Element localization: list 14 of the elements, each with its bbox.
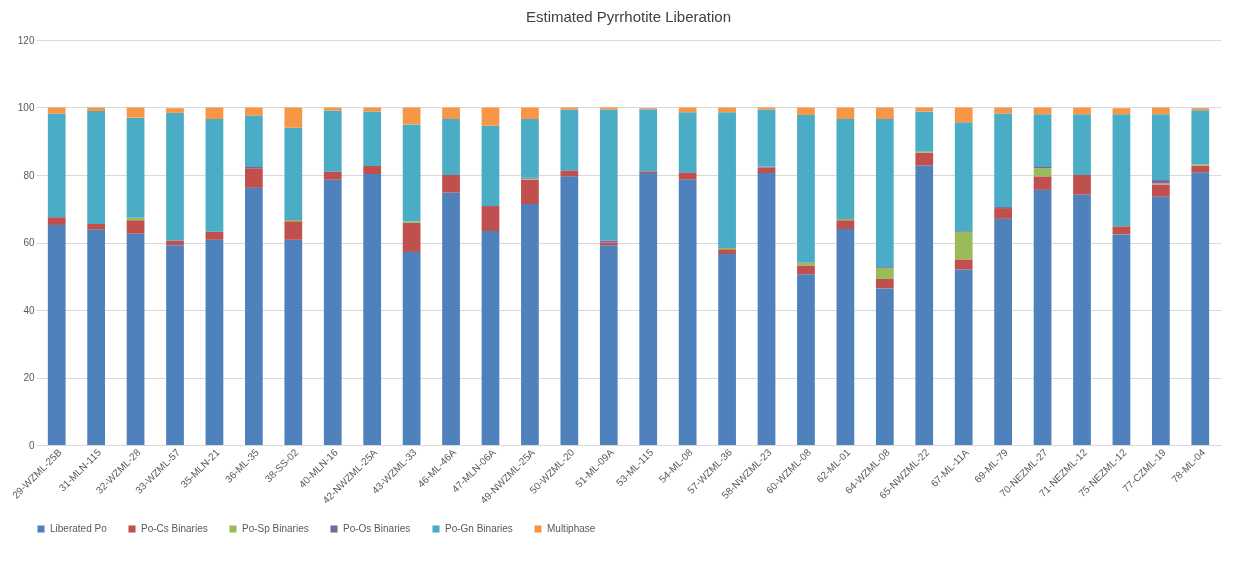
y-tick-label: 40 xyxy=(23,304,35,316)
legend-label: Multiphase xyxy=(547,523,596,534)
y-tick-label: 120 xyxy=(17,34,35,46)
legend-label: Po-Os Binaries xyxy=(343,523,411,534)
y-tick-label: 100 xyxy=(17,102,35,113)
y-tick-label: 80 xyxy=(23,169,35,181)
legend-label: Po-Cs Binaries xyxy=(141,523,208,534)
chart-title: Estimated Pyrrhotite Liberation xyxy=(525,8,732,25)
y-tick-label: 20 xyxy=(23,372,35,383)
legend-label: Liberated Po xyxy=(50,523,108,534)
legend-label: Po-Sp Binaries xyxy=(242,523,309,534)
legend-label: Po-Gn Binaries xyxy=(445,523,513,534)
y-tick-label: 0 xyxy=(28,439,35,451)
y-tick-label: 60 xyxy=(23,237,35,248)
